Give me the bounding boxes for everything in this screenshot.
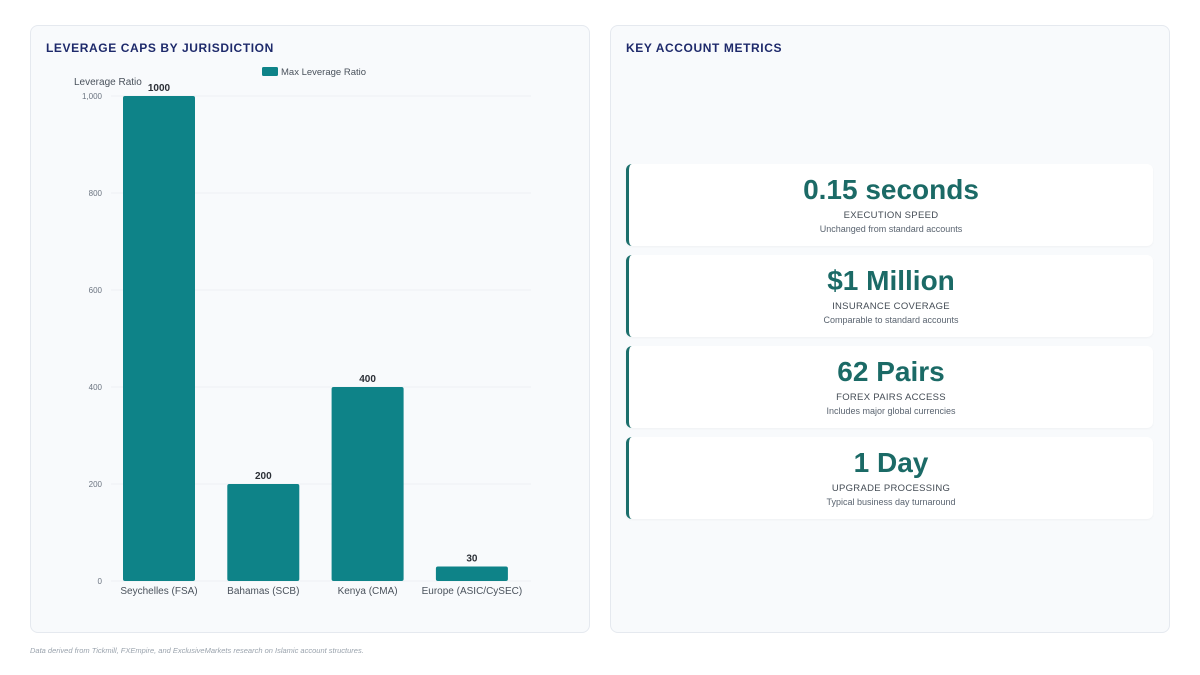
y-tick-label: 1,000 [82, 92, 103, 101]
bar-data-label: 30 [466, 553, 478, 564]
metrics-panel-title: KEY ACCOUNT METRICS [626, 41, 783, 55]
metric-value: 0.15 seconds [803, 174, 979, 205]
metric-subtext: Includes major global currencies [826, 406, 956, 416]
y-tick-label: 400 [89, 383, 103, 392]
metric-value: 62 Pairs [837, 356, 945, 387]
y-tick-label: 200 [89, 480, 103, 489]
x-tick-label: Bahamas (SCB) [227, 586, 299, 597]
metric-subtext: Unchanged from standard accounts [819, 224, 963, 234]
y-tick-label: 600 [89, 286, 103, 295]
legend-label: Max Leverage Ratio [281, 67, 366, 78]
metric-card-forex-pairs: 62 Pairs FOREX PAIRS ACCESS Includes maj… [626, 346, 1153, 428]
leverage-chart-panel: LEVERAGE CAPS BY JURISDICTION 0 200 400 600… [30, 25, 590, 633]
metric-subtext: Comparable to standard accounts [823, 315, 959, 325]
metric-label: UPGRADE PROCESSING [831, 483, 951, 494]
bar-data-label: 200 [255, 471, 272, 482]
metric-subtext: Typical business day turnaround [826, 497, 956, 507]
bar-3 [435, 566, 508, 581]
metric-card-insurance-coverage: $1 Million INSURANCE COVERAGE Comparable… [626, 255, 1153, 337]
x-tick-label: Kenya (CMA) [338, 586, 398, 597]
y-tick-label: 0 [98, 577, 103, 586]
legend-swatch [262, 67, 278, 76]
metric-label: INSURANCE COVERAGE [832, 301, 950, 312]
source-footnote: Data derived from Tickmill, FXEmpire, an… [30, 646, 364, 655]
metrics-panel: KEY ACCOUNT METRICS 0.15 seconds EXECUTI… [610, 25, 1170, 633]
metric-value: $1 Million [827, 265, 955, 296]
bar-2 [331, 387, 404, 581]
y-tick-label: 800 [89, 189, 103, 198]
y-axis-title: Leverage Ratio [74, 77, 142, 88]
metric-card-upgrade-processing: 1 Day UPGRADE PROCESSING Typical busines… [626, 437, 1153, 519]
leverage-bar-chart: 0 200 400 600 800 1,000 Leverage Ratio Max Leve… [74, 67, 531, 597]
bar-data-label: 1000 [148, 83, 171, 94]
x-tick-label: Europe (ASIC/CySEC) [422, 586, 523, 597]
bar-data-label: 400 [359, 374, 376, 385]
bar-0 [123, 96, 195, 581]
x-tick-label: Seychelles (FSA) [120, 586, 197, 597]
chart-panel-title: LEVERAGE CAPS BY JURISDICTION [46, 41, 274, 55]
metric-label: FOREX PAIRS ACCESS [836, 392, 946, 403]
bar-1 [227, 484, 300, 581]
metric-card-execution-speed: 0.15 seconds EXECUTION SPEED Unchanged f… [626, 164, 1153, 246]
metric-label: EXECUTION SPEED [843, 210, 939, 221]
metric-value: 1 Day [853, 447, 929, 478]
